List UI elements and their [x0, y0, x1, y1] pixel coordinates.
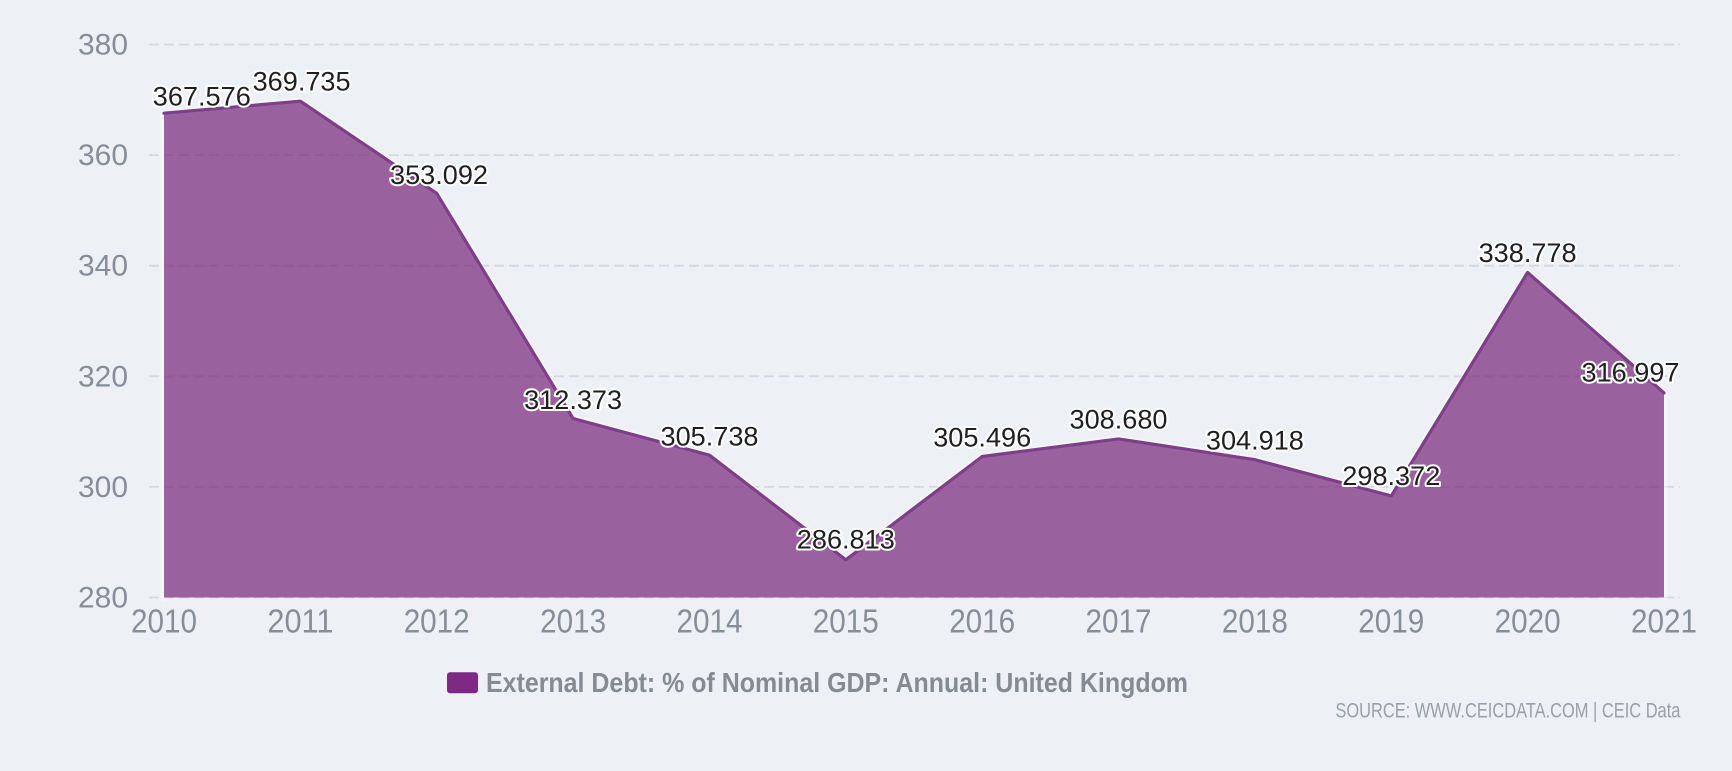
svg-text:312.373: 312.373 [524, 385, 622, 415]
svg-text:SOURCE: WWW.CEICDATA.COM | CEI: SOURCE: WWW.CEICDATA.COM | CEIC Data [1335, 699, 1680, 722]
svg-text:286.813: 286.813 [797, 525, 895, 555]
svg-text:280: 280 [78, 582, 128, 615]
svg-text:2013: 2013 [540, 603, 606, 640]
svg-text:2019: 2019 [1358, 603, 1424, 640]
svg-text:2011: 2011 [267, 603, 333, 640]
svg-text:2017: 2017 [1086, 603, 1152, 640]
svg-text:298.372: 298.372 [1342, 461, 1440, 491]
svg-text:External Debt: % of Nominal GD: External Debt: % of Nominal GDP: Annual:… [486, 667, 1188, 698]
svg-text:2021: 2021 [1631, 603, 1697, 640]
svg-text:305.738: 305.738 [661, 422, 759, 452]
svg-text:369.735: 369.735 [253, 67, 351, 97]
svg-text:2012: 2012 [404, 603, 470, 640]
svg-text:2018: 2018 [1222, 603, 1288, 640]
svg-text:2016: 2016 [949, 603, 1015, 640]
svg-text:380: 380 [78, 29, 128, 62]
svg-text:2014: 2014 [677, 603, 743, 640]
svg-text:305.496: 305.496 [933, 423, 1031, 453]
svg-text:304.918: 304.918 [1206, 426, 1304, 456]
svg-text:367.576: 367.576 [153, 81, 251, 111]
svg-text:320: 320 [78, 360, 128, 393]
svg-text:2010: 2010 [131, 603, 197, 640]
svg-text:353.092: 353.092 [390, 160, 488, 190]
svg-text:360: 360 [78, 139, 128, 172]
svg-text:338.778: 338.778 [1479, 238, 1577, 268]
svg-text:340: 340 [78, 250, 128, 283]
svg-text:308.680: 308.680 [1070, 405, 1168, 435]
svg-text:2020: 2020 [1495, 603, 1561, 640]
svg-text:300: 300 [78, 471, 128, 504]
svg-text:2015: 2015 [813, 603, 879, 640]
svg-text:316.997: 316.997 [1582, 358, 1680, 388]
